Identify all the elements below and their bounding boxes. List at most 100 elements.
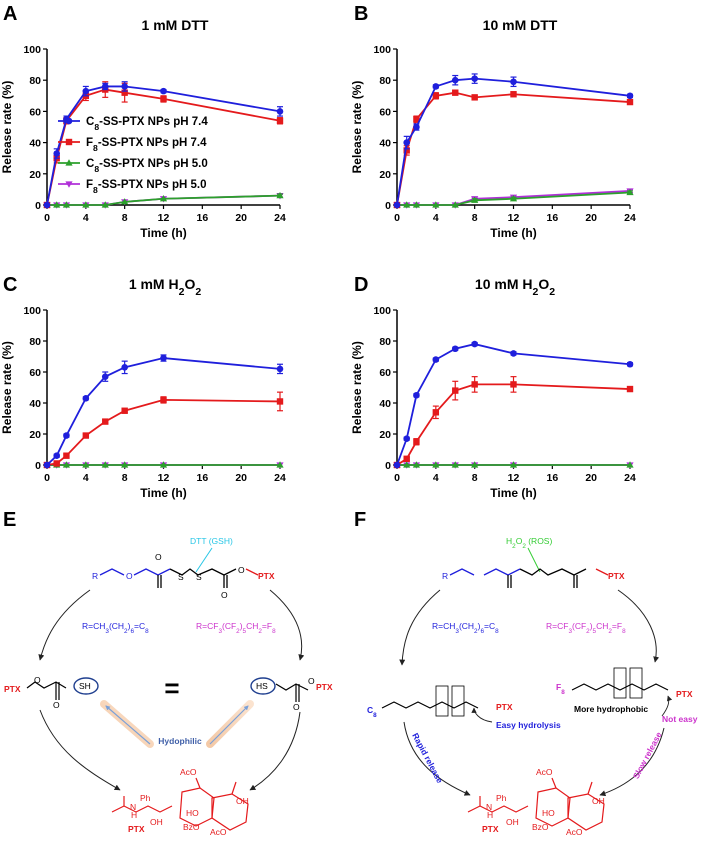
data-point: [53, 460, 60, 467]
data-point: [53, 201, 61, 208]
panel-label-c: C: [3, 274, 17, 296]
ptx-top-e: PTX: [258, 571, 275, 581]
more-hydrophobic-label: More hydrophobic: [574, 704, 648, 714]
x-tick-label: 16: [196, 212, 208, 224]
data-point: [403, 435, 411, 442]
data-point: [43, 461, 51, 469]
data-point: [101, 461, 109, 468]
data-point: [62, 201, 71, 208]
series-red: [43, 391, 284, 469]
data-point: [403, 461, 411, 468]
ester-o-e: O: [126, 571, 133, 581]
not-easy-arrow: [661, 695, 673, 717]
y-tick-label: 100: [23, 44, 41, 56]
sh-highlight-e: [73, 677, 99, 695]
aco-bottom-e: AcO: [210, 827, 227, 837]
scheme-f: F H2O2 (ROS) R PTX R=CH3(CH2)6=C8 R=CF3(…: [354, 509, 698, 837]
data-point: [510, 381, 517, 388]
data-point: [626, 360, 634, 368]
slow-release-label: Slow release: [631, 730, 664, 780]
panel-label-f: F: [354, 509, 366, 531]
data-point: [82, 395, 90, 402]
data-point: [63, 432, 70, 439]
chart-title: 10 mM DTT: [483, 17, 558, 33]
data-point: [121, 407, 128, 414]
x-tick-label: 4: [433, 212, 439, 224]
x-tick-label: 4: [83, 472, 89, 484]
data-point: [62, 461, 71, 468]
data-point: [471, 381, 478, 388]
y-tick-label: 100: [373, 44, 391, 56]
r-group-e: R: [92, 571, 98, 581]
chart-title: 1 mM H2O2: [129, 276, 202, 298]
arrow-right-bottom-e: [249, 711, 301, 791]
y-tick-label: 60: [29, 106, 41, 118]
data-point: [276, 108, 284, 115]
series-green: [43, 461, 284, 468]
legend-marker: [65, 117, 73, 125]
series-red: [393, 89, 634, 209]
data-point: [160, 396, 167, 404]
data-point: [626, 385, 634, 393]
x-tick-label: 8: [122, 472, 128, 484]
data-point: [626, 92, 634, 100]
data-point: [53, 452, 61, 460]
data-point: [471, 94, 478, 101]
rapid-release-label: Rapid release: [410, 731, 445, 785]
ptx-labels-f: AcO OH Ph N H OH HO BzO AcO: [486, 767, 605, 837]
data-point: [413, 438, 420, 445]
y-tick-label: 0: [385, 200, 391, 212]
y-axis-label: Release rate (%): [350, 81, 364, 174]
y-tick-label: 40: [29, 398, 41, 410]
series-line: [46, 85, 281, 206]
r-def-f8-f: R=CF3(CF2)5CH2=F8: [546, 621, 626, 635]
data-point: [276, 191, 284, 199]
series-line: [396, 77, 631, 206]
legend-marker: [65, 181, 73, 188]
ptx-top-f: PTX: [608, 571, 625, 581]
data-point: [159, 194, 168, 202]
data-point: [276, 398, 284, 405]
data-point: [121, 198, 129, 205]
data-point: [403, 455, 410, 462]
arrow-right-down-f: [617, 589, 660, 663]
x-tick-label: 12: [508, 472, 520, 484]
data-point: [121, 83, 128, 90]
series-green: [393, 461, 634, 468]
arrow-slow-release: [599, 727, 665, 797]
substrate-molecule-f: [449, 568, 609, 588]
data-point: [276, 117, 284, 124]
not-easy-label: Not easy: [662, 714, 698, 724]
y-tick-label: 80: [379, 336, 391, 348]
ph-e: Ph: [140, 793, 151, 803]
data-point: [626, 188, 634, 196]
data-point: [471, 196, 479, 203]
bzo-f: BzO: [532, 822, 549, 832]
carbonyl-o-e: O: [155, 552, 162, 562]
data-point: [510, 350, 517, 357]
y-tick-label: 40: [379, 138, 391, 150]
hydrophilic-arrow-right-e: [209, 705, 249, 745]
sh-label-e: SH: [79, 681, 91, 691]
x-tick-label: 20: [585, 472, 597, 484]
series-line: [396, 91, 631, 206]
x-tick-label: 8: [472, 472, 478, 484]
data-point: [432, 356, 440, 363]
data-point: [413, 123, 420, 131]
hs-label-e: HS: [256, 681, 268, 691]
arrow-left-down-f: [399, 589, 441, 666]
n-f: N: [486, 802, 492, 812]
r-def-c8-e: R=CH3(CH2)6=C8: [82, 621, 149, 635]
y-tick-label: 20: [379, 169, 391, 181]
bzo-e: BzO: [183, 822, 200, 832]
ptx-labels-e: AcO OH Ph N H OH HO BzO AcO: [130, 767, 249, 837]
ptx-f8-f: PTX: [676, 689, 693, 699]
legend-label: F8-SS-PTX NPs pH 5.0: [86, 179, 206, 195]
x-tick-label: 4: [83, 212, 89, 224]
series-line: [396, 383, 631, 466]
ph-f: Ph: [496, 793, 507, 803]
chart-title: 10 mM H2O2: [475, 276, 555, 298]
y-tick-label: 0: [385, 460, 391, 472]
data-point: [510, 78, 517, 86]
